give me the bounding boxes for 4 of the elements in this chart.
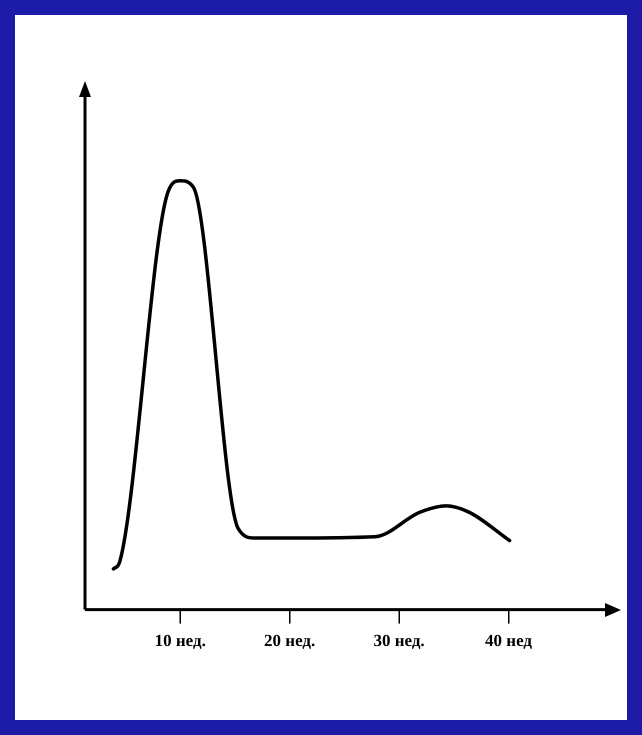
- x-tick-label: 10 нед.: [154, 631, 206, 650]
- x-tick-label: 20 нед.: [264, 631, 316, 650]
- x-tick-label: 40 нед: [485, 631, 532, 650]
- x-tick-label: 30 нед.: [373, 631, 425, 650]
